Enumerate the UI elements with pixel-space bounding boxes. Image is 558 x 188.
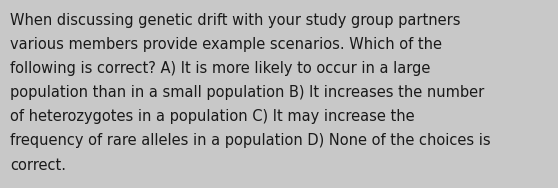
Text: When discussing genetic drift with your study group partners: When discussing genetic drift with your … <box>10 13 460 28</box>
Text: following is correct? A) It is more likely to occur in a large: following is correct? A) It is more like… <box>10 61 430 76</box>
Text: frequency of rare alleles in a population D) None of the choices is: frequency of rare alleles in a populatio… <box>10 133 490 149</box>
Text: various members provide example scenarios. Which of the: various members provide example scenario… <box>10 37 442 52</box>
Text: population than in a small population B) It increases the number: population than in a small population B)… <box>10 85 484 100</box>
Text: of heterozygotes in a population C) It may increase the: of heterozygotes in a population C) It m… <box>10 109 415 124</box>
Text: correct.: correct. <box>10 158 66 173</box>
